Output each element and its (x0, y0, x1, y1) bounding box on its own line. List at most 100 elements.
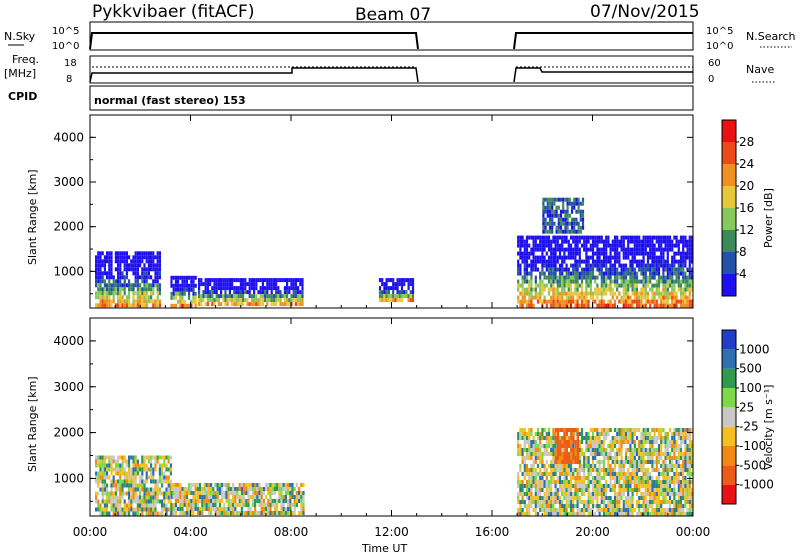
power-cell-5 (557, 205, 560, 210)
velocity-cell-2 (565, 436, 568, 440)
power-cell-4 (666, 259, 669, 264)
velocity-cell-2 (565, 508, 568, 512)
velocity-cell-2 (629, 480, 632, 484)
power-cell-4 (558, 283, 562, 288)
velocity-cell-1 (218, 487, 221, 491)
velocity-cell-2 (605, 456, 608, 460)
velocity-cell-2 (591, 440, 595, 444)
velocity-cell-2 (684, 504, 687, 508)
power-cell-4 (657, 263, 661, 268)
velocity-cell-1 (218, 499, 221, 503)
velocity-cell-0 (123, 467, 126, 472)
velocity-cell-0 (123, 491, 126, 496)
power-cell-4 (572, 295, 575, 300)
power-cell-4 (682, 275, 685, 280)
velocity-cell-2 (569, 476, 573, 480)
velocity-cell-2 (589, 512, 592, 516)
velocity-cell-2 (539, 476, 542, 480)
velocity-cell-2 (620, 432, 623, 436)
power-cell-4 (622, 295, 625, 300)
velocity-cell-0 (119, 511, 122, 516)
power-cell-0 (110, 291, 113, 296)
velocity-cell-2 (543, 472, 546, 476)
velocity-cell-2 (690, 452, 694, 456)
power-cell-1 (177, 299, 180, 304)
power-cell-2 (301, 302, 304, 307)
power-cell-4 (569, 235, 573, 240)
power-cell-4 (523, 255, 526, 260)
power-cell-4 (596, 251, 599, 256)
velocity-cell-2 (528, 452, 531, 456)
velocity-cell-0 (167, 499, 170, 504)
power-cell-0 (147, 283, 150, 288)
power-cell-4 (666, 291, 669, 296)
power-cell-4 (536, 255, 540, 260)
power-cell-0 (121, 299, 124, 304)
power-cell-4 (611, 243, 614, 248)
power-cell-4 (627, 243, 630, 248)
velocity-cell-0 (136, 471, 139, 476)
velocity-cell-2 (677, 448, 680, 452)
power-cell-4 (675, 235, 678, 240)
power-cell-4 (550, 247, 553, 252)
power-cell-4 (620, 299, 623, 304)
power-cell-4 (682, 295, 685, 300)
power-cell-4 (541, 283, 544, 288)
velocity-cell-3 (570, 460, 573, 464)
power-cell-2 (233, 294, 236, 299)
power-cell-0 (119, 267, 122, 272)
power-cell-0 (128, 291, 131, 296)
velocity-cell-0 (139, 467, 142, 472)
velocity-cell-2 (664, 492, 667, 496)
velocity-cell-2 (598, 440, 601, 444)
velocity-cell-2 (591, 504, 595, 508)
power-cell-4 (558, 235, 562, 240)
velocity-cell-0 (110, 507, 113, 512)
power-cell-2 (217, 286, 220, 291)
velocity-cell-2 (536, 504, 540, 508)
velocity-cell-2 (596, 476, 599, 480)
velocity-cell-2 (640, 504, 643, 508)
power-cell-4 (638, 235, 641, 240)
velocity-cell-2 (664, 480, 667, 484)
power-cell-4 (677, 247, 680, 252)
velocity-cell-1 (238, 483, 241, 487)
velocity-cell-2 (607, 456, 610, 460)
velocity-cell-1 (243, 503, 246, 507)
nsky-strip-frame (89, 21, 694, 51)
power-cell-4 (679, 271, 683, 276)
power-cell-0 (119, 295, 122, 300)
velocity-cell-2 (569, 504, 573, 508)
velocity-cell-2 (583, 476, 586, 480)
velocity-cell-2 (587, 476, 590, 480)
power-cell-4 (633, 287, 636, 292)
velocity-cell-2 (613, 476, 617, 480)
velocity-cell-2 (534, 500, 537, 504)
power-cell-4 (545, 251, 548, 256)
velocity-cell-2 (536, 496, 540, 500)
velocity-cell-0 (141, 503, 144, 508)
power-cell-4 (633, 291, 636, 296)
velocity-cell-2 (646, 472, 650, 476)
power-cell-4 (532, 263, 535, 268)
velocity-cell-1 (229, 491, 232, 495)
power-cell-4 (569, 279, 573, 284)
power-cell-4 (642, 275, 645, 280)
power-cell-4 (569, 299, 573, 304)
velocity-cell-2 (545, 484, 548, 488)
power-cell-0 (114, 259, 117, 264)
power-cell-4 (543, 263, 546, 268)
velocity-cell-2 (688, 480, 691, 484)
velocity-cell-2 (677, 464, 680, 468)
velocity-cell-0 (161, 455, 164, 460)
velocity-cell-2 (521, 492, 524, 496)
velocity-cell-2 (651, 460, 654, 464)
power-cell-4 (528, 243, 531, 248)
power-cell-4 (618, 255, 621, 260)
power-cell-4 (679, 235, 683, 240)
xtick-label-2: 08:00 (274, 525, 309, 539)
velocity-cell-2 (653, 460, 656, 464)
power-cell-0 (125, 303, 128, 308)
velocity-cell-1 (280, 503, 283, 507)
power-cell-4 (594, 279, 597, 284)
